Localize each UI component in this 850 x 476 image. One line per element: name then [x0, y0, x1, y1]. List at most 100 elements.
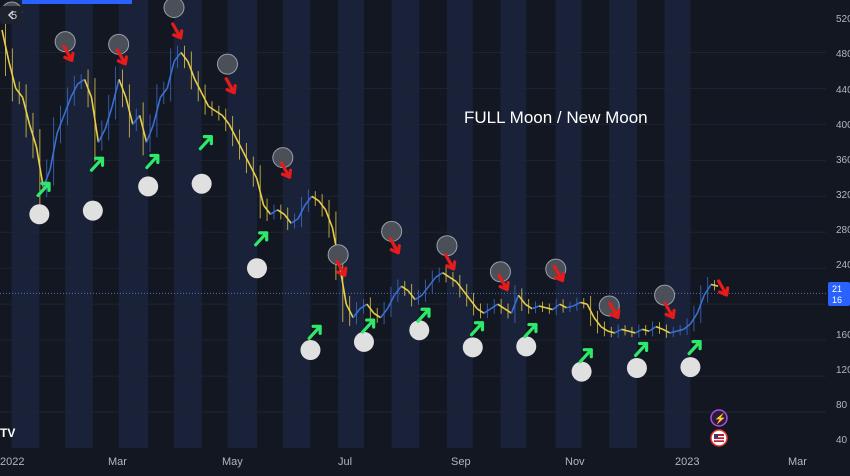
lunar-band — [500, 0, 527, 448]
flag-canton — [714, 434, 718, 438]
y-tick-label: 120 — [836, 365, 850, 376]
x-tick-label: Mar — [788, 456, 807, 468]
down-arrow-icon — [335, 259, 348, 277]
up-arrow-icon — [198, 135, 213, 151]
down-arrow-icon — [717, 279, 730, 297]
y-tick-label: 80 — [836, 400, 848, 411]
new-moon-marker — [82, 200, 103, 221]
toolbar-back-button[interactable] — [0, 6, 22, 24]
new-moon-marker — [571, 361, 592, 382]
new-moon-marker — [462, 337, 483, 358]
x-tick-label: 2022 — [0, 456, 24, 468]
x-tick-label: Jul — [338, 456, 352, 468]
x-tick-label: May — [222, 456, 243, 468]
flag-stripe — [714, 439, 724, 441]
new-moon-marker — [29, 204, 50, 225]
y-tick-label: 360 — [836, 155, 850, 166]
full-moon-marker — [489, 261, 511, 283]
lunar-bands — [11, 0, 691, 448]
y-tick-label: 280 — [836, 225, 850, 236]
y-tick-label: 320 — [836, 190, 850, 201]
up-arrow-icon — [416, 307, 431, 323]
x-tick-label: 2023 — [675, 456, 699, 468]
down-arrow-icon — [62, 44, 75, 62]
up-arrow-icon — [634, 341, 649, 358]
up-arrow-icon — [145, 153, 160, 170]
lunar-band — [65, 0, 93, 448]
chart-annotation: FULL Moon / New Moon — [464, 108, 648, 127]
moon-arrows — [36, 22, 730, 364]
new-moon-marker — [246, 258, 267, 279]
down-arrow-icon — [279, 161, 293, 179]
new-moon-marker — [138, 176, 159, 197]
y-tick-label: 480 — [836, 49, 850, 60]
lunar-band — [664, 0, 691, 448]
down-arrow-icon — [171, 22, 184, 40]
up-arrow-icon — [89, 156, 105, 172]
price-badge-top: 21 — [832, 284, 842, 294]
flag-stripe — [714, 436, 724, 438]
y-axis: 520 480 440 400 360 320 280 240 160 120 … — [836, 14, 850, 446]
up-arrow-icon — [687, 340, 702, 356]
y-tick-label: 160 — [836, 330, 850, 341]
lunar-band — [118, 0, 149, 448]
up-arrow-icon — [578, 348, 593, 364]
bolt-badge[interactable]: ⚡ — [710, 409, 728, 427]
up-arrow-icon — [36, 181, 51, 197]
tradingview-logo[interactable]: TV — [0, 426, 15, 440]
lunar-band — [282, 0, 311, 448]
price-badge-box — [828, 282, 850, 306]
toolbar[interactable]: 5 — [0, 0, 132, 24]
x-axis: 2022 Mar May Jul Sep Nov 2023 Mar — [0, 456, 807, 468]
full-moon-marker — [163, 0, 185, 19]
lunar-band — [173, 0, 202, 448]
down-arrow-icon — [663, 301, 676, 320]
down-arrow-icon — [444, 253, 457, 271]
y-tick-label: 40 — [836, 435, 848, 446]
new-moon-marker — [191, 173, 212, 194]
down-arrow-icon — [608, 301, 621, 320]
logo-text: TV — [0, 426, 15, 440]
flag-badge[interactable] — [710, 429, 728, 447]
price-badge-bottom: 16 — [832, 295, 842, 305]
up-arrow-icon — [361, 318, 376, 334]
bolt-icon: ⚡ — [714, 412, 726, 425]
up-arrow-icon — [469, 321, 485, 337]
up-arrow-icon — [254, 231, 269, 247]
new-moon-marker — [680, 357, 701, 378]
up-arrow-icon — [523, 322, 538, 339]
x-tick-label: Mar — [108, 456, 127, 468]
lunar-band — [338, 0, 364, 448]
y-tick-label: 240 — [836, 260, 850, 271]
down-arrow-icon — [115, 48, 128, 66]
grid-lines — [0, 51, 826, 413]
down-arrow-icon — [224, 77, 237, 95]
new-moon-marker — [626, 357, 647, 378]
x-tick-label: Sep — [451, 456, 471, 468]
down-arrow-icon — [388, 237, 401, 255]
down-arrow-icon — [497, 273, 510, 292]
x-tick-label: Nov — [565, 456, 585, 468]
full-moon-marker — [216, 53, 238, 75]
bolt-badge-circle — [710, 409, 728, 427]
chevron-left-icon — [7, 10, 14, 20]
down-arrow-icon — [552, 264, 566, 283]
toolbar-accent-bar — [22, 0, 132, 4]
new-moon-marker — [516, 336, 537, 357]
toolbar-value: 5 — [11, 10, 17, 22]
new-moon-marker — [409, 320, 430, 341]
up-arrow-icon — [307, 324, 322, 340]
lunar-band — [446, 0, 473, 448]
new-moon-marker — [300, 340, 321, 361]
price-badge: 21 16 — [828, 282, 850, 306]
lunar-band — [11, 0, 40, 448]
y-tick-label: 440 — [836, 85, 850, 96]
y-tick-label: 400 — [836, 120, 850, 131]
full-moon-marker — [436, 235, 458, 257]
us-flag-icon — [714, 434, 724, 442]
y-tick-label: 520 — [836, 14, 850, 25]
lunar-band — [227, 0, 257, 448]
new-moon-marker — [353, 331, 374, 352]
